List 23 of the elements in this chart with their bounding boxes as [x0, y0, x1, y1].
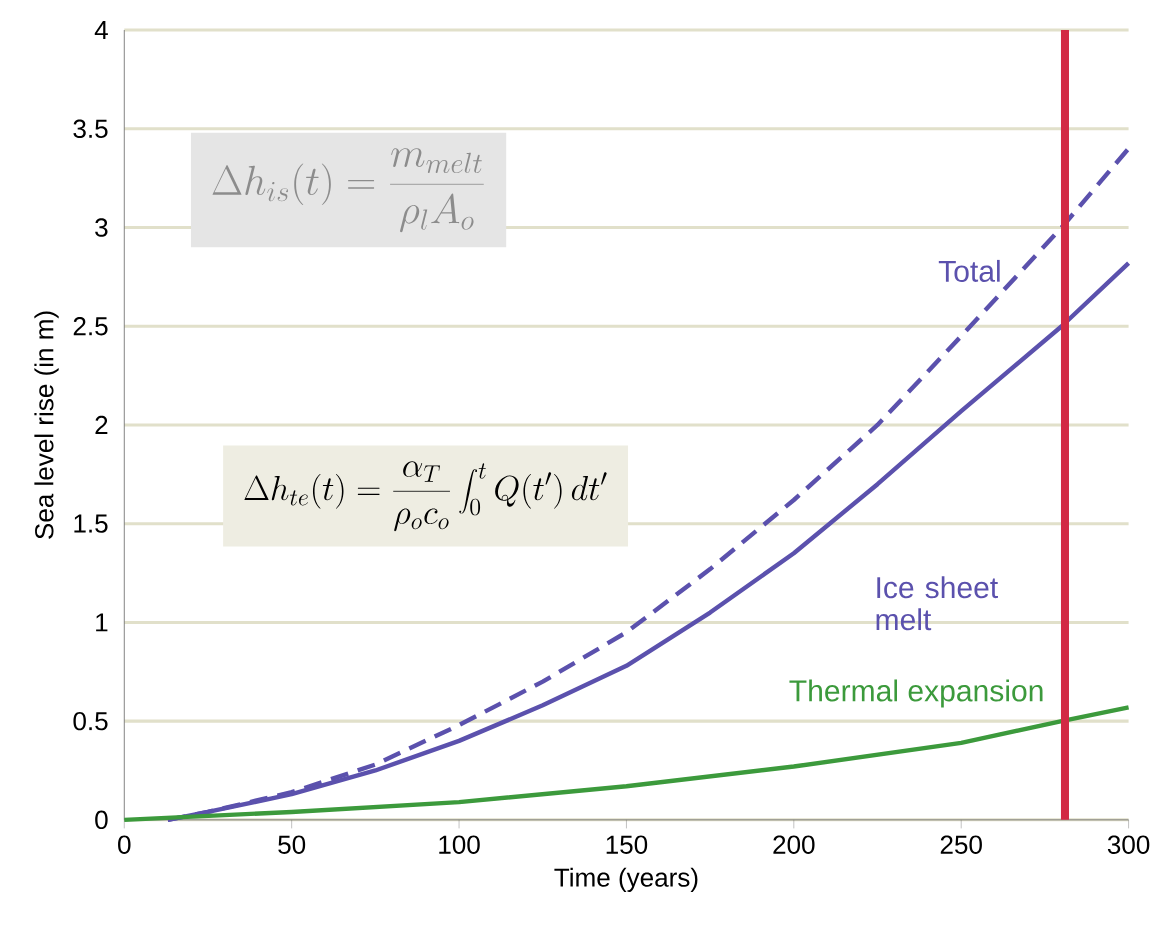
y-tick-label: 0.5 — [73, 711, 108, 731]
y-tick-label: 4 — [94, 21, 108, 39]
y-axis-title: Sea level rise (in m) — [34, 311, 59, 539]
x-tick-label: 50 — [278, 835, 306, 854]
x-tick-label: 0 — [118, 835, 131, 854]
annotation: $\Delta h_{is}(t)=\frac{m_{melt}}{\rho_l A_o}$ — [212, 148, 484, 233]
x-tick-label: 250 — [940, 835, 982, 854]
x-tick-label: 200 — [773, 835, 815, 854]
series-label: Total — [938, 259, 1000, 282]
annotation: $\Delta h_{te}(t)=\frac{\alpha_T}{\rho_o c_o}\int_0^t Q(t')\,dt'$ — [244, 461, 607, 532]
series-label: Thermal expansion — [789, 679, 1043, 708]
x-tick-label: 100 — [439, 835, 480, 854]
x-tick-label: 150 — [606, 835, 648, 854]
x-axis-title: Time (years) — [554, 867, 698, 892]
y-tick-label: 3.5 — [73, 119, 108, 138]
y-tick-label: 2.5 — [73, 316, 108, 336]
y-tick-label: 0 — [95, 810, 108, 830]
y-tick-label: 1.5 — [74, 514, 108, 533]
text: Ice sheet melt — [876, 576, 999, 631]
y-tick-label: 1 — [96, 613, 108, 632]
y-tick-label: 3 — [95, 218, 108, 237]
y-tick-label: 2 — [95, 415, 108, 434]
x-tick-label: 300 — [1107, 835, 1150, 854]
